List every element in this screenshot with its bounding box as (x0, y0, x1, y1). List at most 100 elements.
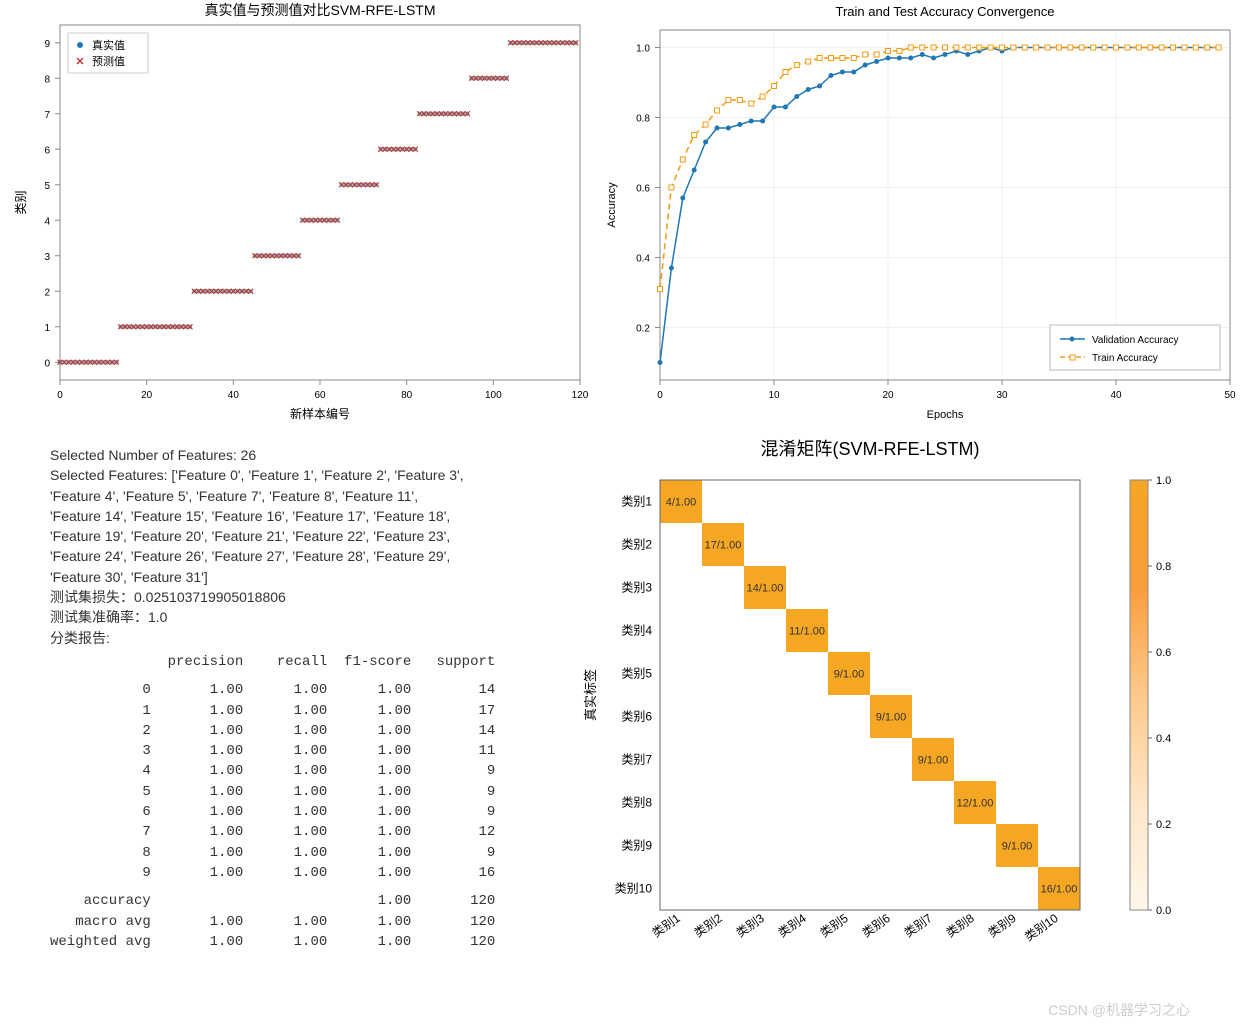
svg-text:Accuracy: Accuracy (606, 182, 618, 228)
report-line: 测试集准确率：1.0 (50, 607, 590, 627)
svg-text:9/1.00: 9/1.00 (1002, 841, 1033, 853)
svg-text:类别1: 类别1 (621, 495, 652, 509)
svg-text:40: 40 (1110, 390, 1122, 401)
svg-text:真实值: 真实值 (92, 38, 125, 52)
report-line: 分类报告: (50, 628, 590, 648)
svg-text:0.8: 0.8 (1156, 561, 1171, 573)
svg-text:Validation Accuracy: Validation Accuracy (1092, 335, 1179, 346)
svg-text:20: 20 (141, 390, 153, 401)
report-table-row: 7 1.00 1.00 1.00 12 (50, 822, 590, 842)
svg-text:16/1.00: 16/1.00 (1041, 884, 1078, 896)
svg-text:类别5: 类别5 (621, 667, 652, 681)
report-table-footer: macro avg 1.00 1.00 1.00 120 (50, 912, 590, 932)
svg-text:类别: 类别 (14, 190, 28, 214)
svg-text:新样本编号: 新样本编号 (290, 406, 350, 420)
report-table-row: 5 1.00 1.00 1.00 9 (50, 782, 590, 802)
svg-text:类别4: 类别4 (621, 624, 652, 638)
svg-text:0.2: 0.2 (1156, 819, 1171, 831)
svg-text:120: 120 (572, 390, 589, 401)
report-line: Selected Features: ['Feature 0', 'Featur… (50, 465, 590, 485)
svg-text:100: 100 (485, 390, 502, 401)
svg-text:0.6: 0.6 (636, 184, 650, 195)
svg-text:4/1.00: 4/1.00 (666, 497, 697, 509)
svg-text:7: 7 (44, 110, 50, 121)
svg-text:Train and Test Accuracy Conver: Train and Test Accuracy Convergence (836, 4, 1055, 19)
chart1-scatter: 真实值与预测值对比SVM-RFE-LSTM 0 20 40 60 80 100 120 0 1 2 3… (10, 0, 590, 420)
svg-text:6: 6 (44, 145, 50, 156)
svg-text:0.2: 0.2 (636, 324, 650, 335)
svg-text:1.0: 1.0 (1156, 475, 1171, 487)
svg-text:2: 2 (44, 287, 50, 298)
svg-text:0: 0 (657, 390, 663, 401)
svg-text:类别10: 类别10 (1022, 911, 1061, 944)
svg-text:9/1.00: 9/1.00 (834, 669, 865, 681)
svg-text:类别8: 类别8 (621, 796, 652, 810)
svg-text:8: 8 (44, 74, 50, 85)
svg-text:类别3: 类别3 (621, 581, 652, 595)
svg-text:类别3: 类别3 (734, 911, 767, 940)
svg-text:17/1.00: 17/1.00 (705, 540, 742, 552)
svg-text:真实标签: 真实标签 (583, 669, 598, 721)
svg-text:类别10: 类别10 (615, 882, 653, 896)
report-line: Selected Number of Features: 26 (50, 445, 590, 465)
svg-text:12/1.00: 12/1.00 (957, 798, 994, 810)
svg-text:3: 3 (44, 252, 50, 263)
svg-text:类别4: 类别4 (776, 911, 809, 940)
svg-text:11/1.00: 11/1.00 (789, 626, 825, 638)
svg-text:真实值与预测值对比SVM-RFE-LSTM: 真实值与预测值对比SVM-RFE-LSTM (205, 2, 436, 18)
svg-text:30: 30 (996, 390, 1008, 401)
svg-text:10: 10 (768, 390, 780, 401)
svg-text:类别8: 类别8 (944, 911, 977, 940)
report-table-row: 0 1.00 1.00 1.00 14 (50, 680, 590, 700)
svg-text:类别9: 类别9 (986, 911, 1019, 940)
svg-text:0.8: 0.8 (636, 114, 650, 125)
report-line: 'Feature 19', 'Feature 20', 'Feature 21'… (50, 526, 590, 546)
report-table-footer: accuracy 1.00 120 (50, 891, 590, 911)
svg-text:5: 5 (44, 181, 50, 192)
report-table-row: 2 1.00 1.00 1.00 14 (50, 721, 590, 741)
report-line: 'Feature 14', 'Feature 15', 'Feature 16'… (50, 506, 590, 526)
svg-text:类别2: 类别2 (621, 538, 652, 552)
svg-text:类别5: 类别5 (818, 911, 851, 940)
report-table-row: 8 1.00 1.00 1.00 9 (50, 843, 590, 863)
svg-text:4: 4 (44, 216, 50, 227)
svg-text:1.0: 1.0 (636, 44, 650, 55)
report-table-row: 9 1.00 1.00 1.00 16 (50, 863, 590, 883)
svg-text:预测值: 预测值 (92, 55, 125, 68)
report-line: 'Feature 24', 'Feature 26', 'Feature 27'… (50, 546, 590, 566)
svg-text:类别6: 类别6 (621, 710, 652, 724)
report-table-footer: weighted avg 1.00 1.00 1.00 120 (50, 932, 590, 952)
svg-text:0: 0 (44, 358, 50, 369)
svg-text:0.4: 0.4 (1156, 733, 1171, 745)
svg-text:40: 40 (228, 390, 240, 401)
svg-text:Train Accuracy: Train Accuracy (1092, 353, 1158, 364)
svg-text:类别7: 类别7 (902, 911, 935, 940)
svg-text:类别2: 类别2 (692, 911, 725, 940)
svg-text:混淆矩阵(SVM-RFE-LSTM): 混淆矩阵(SVM-RFE-LSTM) (761, 439, 980, 459)
svg-text:0.6: 0.6 (1156, 647, 1171, 659)
confusion-matrix: 混淆矩阵(SVM-RFE-LSTM) 4/1.00 17/1.00 14/1.00 11… (560, 430, 1260, 1010)
report-line: 'Feature 4', 'Feature 5', 'Feature 7', '… (50, 486, 590, 506)
svg-text:0.4: 0.4 (636, 254, 650, 265)
svg-text:9/1.00: 9/1.00 (918, 755, 949, 767)
svg-text:类别9: 类别9 (621, 839, 652, 853)
report-table-row: 4 1.00 1.00 1.00 9 (50, 761, 590, 781)
svg-text:1: 1 (44, 323, 50, 334)
svg-text:14/1.00: 14/1.00 (747, 583, 784, 595)
report-text-block: Selected Number of Features: 26Selected … (50, 445, 590, 952)
svg-text:0: 0 (57, 390, 63, 401)
report-line: 'Feature 30', 'Feature 31'] (50, 567, 590, 587)
report-table-row: 6 1.00 1.00 1.00 9 (50, 802, 590, 822)
report-line: 测试集损失：0.025103719905018806 (50, 587, 590, 607)
chart2-accuracy: Train and Test Accuracy Convergence01020… (590, 0, 1250, 420)
svg-text:60: 60 (314, 390, 326, 401)
svg-text:类别7: 类别7 (621, 753, 652, 767)
svg-text:9: 9 (44, 39, 50, 50)
svg-text:类别1: 类别1 (650, 911, 683, 940)
report-table-header: precision recall f1-score support (50, 652, 590, 672)
svg-text:0.0: 0.0 (1156, 905, 1171, 917)
svg-text:9/1.00: 9/1.00 (876, 712, 907, 724)
svg-text:80: 80 (401, 390, 413, 401)
svg-text:Epochs: Epochs (927, 409, 964, 420)
csdn-watermark: CSDN @机器学习之心 (1048, 1000, 1190, 1020)
